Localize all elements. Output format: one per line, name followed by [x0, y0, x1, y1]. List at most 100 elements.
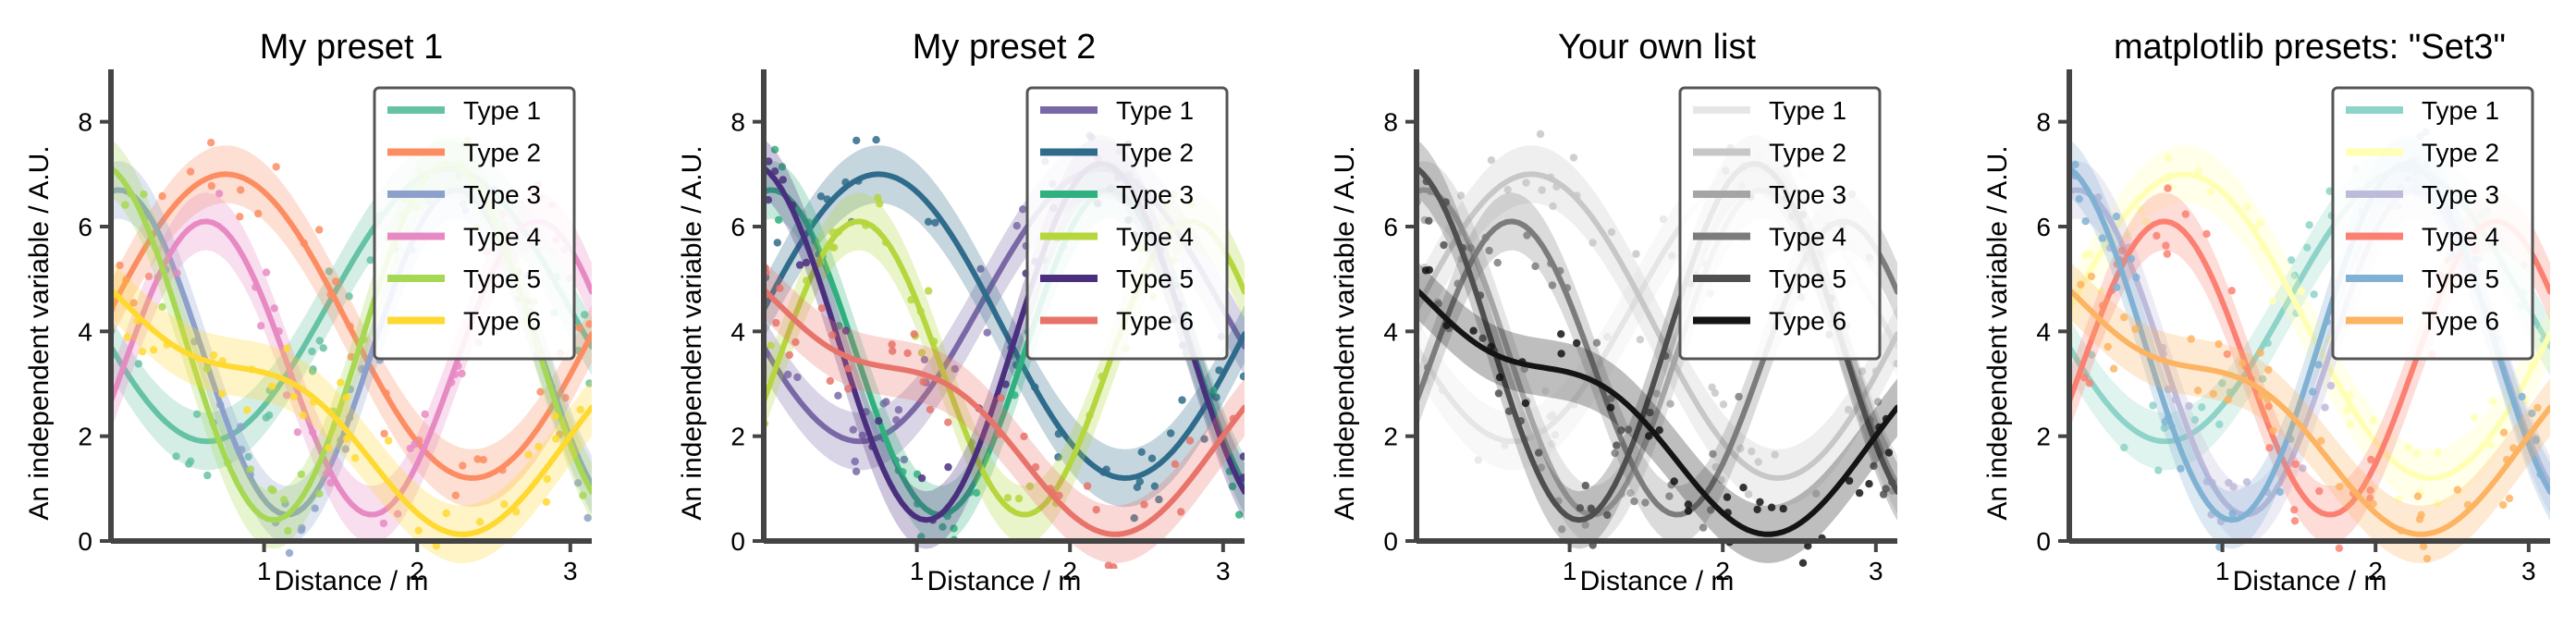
data-point: [1003, 494, 1012, 502]
data-point: [1478, 334, 1487, 342]
data-point: [2096, 287, 2105, 295]
y-tick-label: 6: [2036, 213, 2051, 241]
confidence-band: [1417, 161, 1897, 544]
data-point: [1754, 458, 1762, 466]
panel-title: Your own list: [1558, 28, 1756, 67]
series-line: [2069, 171, 2550, 482]
data-point: [1812, 489, 1821, 498]
data-point: [308, 347, 316, 356]
data-point: [1548, 411, 1557, 419]
y-axis-label: An independent variable / A.U.: [1982, 145, 2013, 520]
data-point: [950, 524, 958, 533]
data-point: [2256, 349, 2264, 357]
confidence-band: [2069, 161, 2550, 544]
data-point: [1549, 202, 1557, 211]
series-line: [111, 171, 592, 482]
x-tick-label: 2: [1715, 557, 1730, 585]
data-point: [2193, 387, 2202, 395]
data-point: [210, 350, 218, 360]
data-point: [1779, 504, 1787, 513]
data-point: [765, 157, 773, 166]
data-point: [158, 191, 166, 201]
data-point: [2185, 401, 2193, 411]
data-point: [1699, 523, 1708, 532]
data-point: [2269, 426, 2277, 435]
data-point: [1538, 186, 1546, 194]
data-point: [2317, 436, 2325, 445]
data-point: [2098, 234, 2107, 242]
data-point: [1744, 490, 1753, 498]
y-tick-label: 8: [730, 108, 745, 137]
x-tick-label: 2: [410, 557, 424, 585]
data-point: [894, 406, 903, 414]
legend: Type 1 Type 2 Type 3 Type 4 Type 5 Type 6: [2331, 86, 2534, 361]
data-point: [875, 417, 883, 425]
panel-title: My preset 2: [913, 28, 1097, 67]
data-point: [2518, 392, 2526, 401]
legend-label: Type 2: [463, 139, 541, 167]
data-point: [1855, 488, 1864, 498]
data-point: [1798, 559, 1808, 567]
data-point: [1425, 265, 1434, 275]
series-line: [2069, 287, 2550, 537]
data-point: [172, 452, 180, 461]
data-point: [888, 340, 896, 349]
data-point: [315, 226, 324, 234]
data-point: [351, 454, 360, 462]
data-point: [1603, 333, 1612, 341]
data-point: [1636, 336, 1645, 344]
data-point: [542, 498, 551, 506]
data-point: [2187, 335, 2195, 343]
data-point: [2224, 396, 2232, 404]
data-point: [1014, 494, 1024, 503]
data-point: [1239, 372, 1245, 381]
data-point: [459, 461, 467, 470]
data-point: [2305, 221, 2313, 229]
data-point: [524, 450, 533, 459]
data-point: [2131, 325, 2140, 334]
data-point: [2346, 420, 2354, 428]
chart-panel: 0 2 4 6 8 1 2 3 My preset 1 Distance / m An indepe…: [24, 28, 592, 596]
data-point: [319, 344, 327, 352]
legend-label: Type 2: [1116, 139, 1194, 167]
data-point: [325, 443, 333, 452]
data-point: [243, 406, 251, 414]
data-point: [2214, 339, 2223, 349]
data-point: [925, 287, 933, 295]
data-point: [2369, 416, 2377, 424]
data-point: [2109, 364, 2118, 373]
x-tick-label: 3: [2521, 557, 2536, 585]
data-point: [900, 455, 908, 464]
data-point: [1613, 441, 1621, 449]
y-tick-label: 8: [2036, 108, 2051, 137]
data-point: [414, 526, 423, 535]
data-point: [1155, 495, 1163, 504]
data-point: [1858, 367, 1867, 375]
data-point: [1624, 425, 1633, 434]
data-point: [1723, 493, 1732, 501]
data-point: [1466, 243, 1475, 252]
data-point: [1717, 475, 1725, 485]
data-point: [2258, 375, 2267, 383]
data-point: [1239, 452, 1245, 461]
data-point: [882, 398, 890, 406]
data-point: [774, 215, 783, 224]
data-point: [2499, 428, 2509, 436]
data-point: [2118, 246, 2127, 255]
legend-label: Type 3: [1769, 180, 1846, 209]
data-point: [1845, 405, 1853, 414]
data-point: [129, 299, 138, 307]
data-point: [972, 488, 981, 497]
data-point: [279, 496, 288, 504]
data-point: [237, 423, 245, 431]
data-point: [976, 264, 985, 273]
data-point: [1092, 506, 1100, 514]
data-point: [2488, 397, 2497, 406]
data-point: [500, 500, 509, 509]
data-point: [2269, 297, 2277, 305]
data-point: [1535, 449, 1543, 457]
data-point: [2423, 554, 2432, 563]
data-point: [2075, 195, 2083, 203]
x-tick-label: 2: [2368, 557, 2383, 585]
data-point: [1735, 392, 1743, 401]
